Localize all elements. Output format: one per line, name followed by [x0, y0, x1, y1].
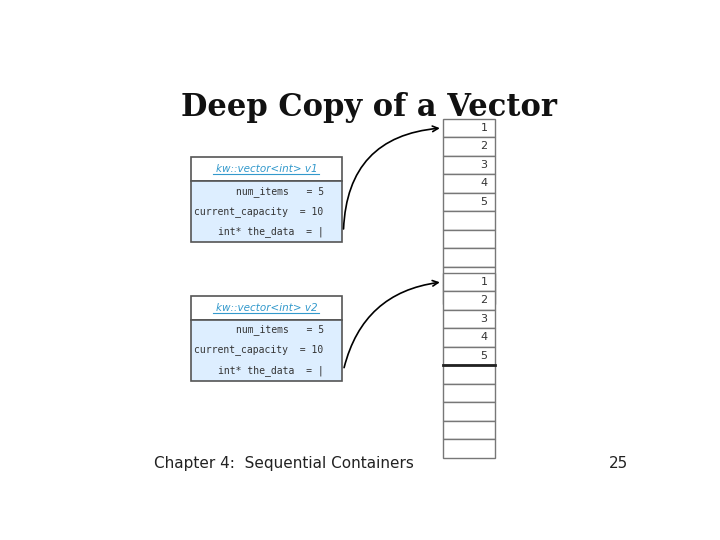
FancyBboxPatch shape	[443, 211, 495, 230]
FancyBboxPatch shape	[443, 309, 495, 328]
FancyBboxPatch shape	[443, 248, 495, 267]
FancyBboxPatch shape	[443, 383, 495, 402]
FancyBboxPatch shape	[443, 137, 495, 156]
FancyBboxPatch shape	[443, 439, 495, 457]
Text: current_capacity  = 10: current_capacity = 10	[194, 345, 324, 355]
FancyBboxPatch shape	[191, 181, 342, 242]
Text: 5: 5	[480, 197, 487, 207]
Text: 3: 3	[480, 160, 487, 170]
FancyBboxPatch shape	[191, 296, 342, 320]
Text: 4: 4	[480, 333, 487, 342]
Text: Deep Copy of a Vector: Deep Copy of a Vector	[181, 92, 557, 123]
FancyBboxPatch shape	[443, 156, 495, 174]
Text: 2: 2	[480, 141, 487, 151]
Text: int* the_data  = |: int* the_data = |	[218, 226, 324, 237]
FancyBboxPatch shape	[443, 328, 495, 347]
Text: 5: 5	[480, 351, 487, 361]
FancyBboxPatch shape	[443, 402, 495, 421]
FancyBboxPatch shape	[443, 291, 495, 309]
Text: 2: 2	[480, 295, 487, 306]
FancyBboxPatch shape	[443, 267, 495, 285]
FancyBboxPatch shape	[443, 347, 495, 365]
FancyBboxPatch shape	[443, 119, 495, 137]
Text: kw::vector<int> v2: kw::vector<int> v2	[215, 302, 317, 313]
Text: kw::vector<int> v1: kw::vector<int> v1	[215, 164, 317, 174]
FancyBboxPatch shape	[443, 273, 495, 291]
Text: 25: 25	[609, 456, 629, 471]
Text: 3: 3	[480, 314, 487, 324]
FancyBboxPatch shape	[443, 174, 495, 193]
Text: num_items   = 5: num_items = 5	[235, 186, 324, 197]
FancyBboxPatch shape	[443, 285, 495, 303]
Text: num_items   = 5: num_items = 5	[235, 324, 324, 335]
Text: 1: 1	[480, 123, 487, 133]
FancyBboxPatch shape	[443, 365, 495, 383]
FancyBboxPatch shape	[191, 157, 342, 181]
Text: 1: 1	[480, 277, 487, 287]
FancyBboxPatch shape	[191, 320, 342, 381]
FancyBboxPatch shape	[443, 421, 495, 439]
Text: int* the_data  = |: int* the_data = |	[218, 365, 324, 376]
Text: current_capacity  = 10: current_capacity = 10	[194, 206, 324, 217]
FancyBboxPatch shape	[443, 193, 495, 211]
FancyBboxPatch shape	[443, 230, 495, 248]
Text: 4: 4	[480, 178, 487, 188]
Text: Chapter 4:  Sequential Containers: Chapter 4: Sequential Containers	[154, 456, 414, 471]
